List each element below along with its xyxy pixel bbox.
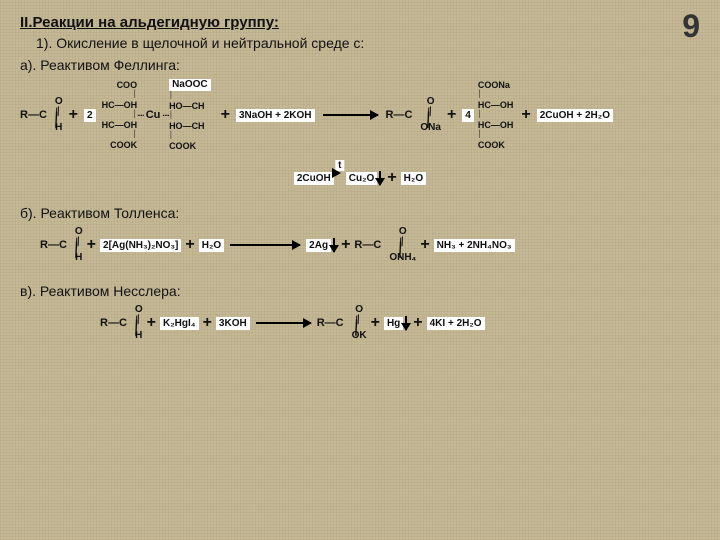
h2o: H₂O <box>199 239 224 252</box>
subheading-1: 1). Окисление в щелочной и нейтральной с… <box>36 35 700 51</box>
coord-bond: ···· <box>137 111 144 120</box>
arrow-icon <box>256 322 311 324</box>
naooc: NaOOC <box>169 79 211 91</box>
plus-icon: + <box>387 169 396 187</box>
hcoh: HC—OH <box>478 120 514 130</box>
ag: 2Ag <box>306 239 331 252</box>
r-group: R—C <box>20 109 47 121</box>
plus-icon: + <box>203 314 212 332</box>
bond: │ <box>169 131 211 141</box>
plus-icon: + <box>87 236 96 254</box>
fehling-equation-2: 2CuOH t Cu₂O + H₂O <box>20 169 700 187</box>
cook: COOK <box>169 141 211 151</box>
ho-ch: HO—CH <box>169 101 211 111</box>
aldehyde-struct: R—C O ⁄⁄ ╲ H <box>40 227 83 263</box>
down-arrow-icon <box>405 316 407 330</box>
aldehyde-struct: R—C O ⁄⁄ ╲ H <box>20 97 63 133</box>
plus-icon: + <box>447 106 456 124</box>
item-c: в). Реактивом Несслера: <box>20 283 700 299</box>
arrow-icon <box>230 244 300 246</box>
cuoh-h2o: 2CuOH + 2H₂O <box>537 109 613 122</box>
tartrate-product: COONa │ HC—OH │ HC—OH │ COOK <box>478 80 514 150</box>
arrow-icon <box>323 114 378 116</box>
nh3-nh4no3: NH₃ + 2NH₄NO₃ <box>434 239 515 252</box>
plus-icon: + <box>341 236 350 254</box>
fehling-equation-1: R—C O ⁄⁄ ╲ H + 2 COO │ HC—OH │ HC—OH │ C… <box>20 79 700 151</box>
coo: COO <box>102 80 138 90</box>
carboxylate-struct: R—C O ⁄⁄ ╲ ONa <box>386 97 441 133</box>
bond: │ <box>169 111 211 121</box>
plus-icon: + <box>413 314 422 332</box>
carboxylate-struct: R—C O ⁄⁄ ╲ OK <box>317 305 367 341</box>
bond: │ <box>169 91 211 101</box>
nessler-equation: R—C O ⁄⁄ ╲ H + K₂HgI₄ + 3KOH R—C O ⁄⁄ ╲ … <box>100 305 700 341</box>
r-group: R—C <box>354 239 381 251</box>
cuoh: 2CuOH <box>294 172 334 185</box>
coef-4: 4 <box>462 109 474 122</box>
plus-icon: + <box>185 236 194 254</box>
coef-2: 2 <box>84 109 96 122</box>
cook: COOK <box>102 140 138 150</box>
hcoh: HC—OH <box>102 120 138 130</box>
bond: │ <box>478 130 514 140</box>
r-group: R—C <box>100 317 127 329</box>
aldehyde-struct: R—C O ⁄⁄ ╲ H <box>100 305 143 341</box>
plus-icon: + <box>147 314 156 332</box>
arrow-with-temp: t <box>334 172 346 184</box>
page-number: 9 <box>682 8 700 45</box>
bond: │ <box>478 90 514 100</box>
ki-h2o: 4KI + 2H₂O <box>427 317 485 330</box>
content: II.Реакции на альдегидную группу: 1). Ок… <box>0 0 720 361</box>
nessler-reagent: K₂HgI₄ <box>160 317 199 330</box>
down-arrow-icon <box>379 171 381 185</box>
cu-atom: Cu <box>146 109 161 121</box>
plus-icon: + <box>521 106 530 124</box>
heading: II.Реакции на альдегидную группу: <box>20 14 700 31</box>
cu2o: Cu₂O <box>346 172 378 185</box>
hcoh: HC—OH <box>102 100 138 110</box>
reagent-naoh-koh: 3NaOH + 2KOH <box>236 109 315 122</box>
item-b: б). Реактивом Толленса: <box>20 205 700 221</box>
coord-bond: ···· <box>162 111 169 120</box>
bond: │ <box>478 110 514 120</box>
item-a: а). Реактивом Феллинга: <box>20 57 700 73</box>
plus-icon: + <box>371 314 380 332</box>
bond: │ <box>102 90 138 100</box>
carboxylate-struct: R—C O ⁄⁄ ╲ ONH₄ <box>354 227 416 263</box>
r-group: R—C <box>40 239 67 251</box>
r-group: R—C <box>386 109 413 121</box>
koh: 3KOH <box>216 317 250 330</box>
ho-ch: HO—CH <box>169 121 211 131</box>
h2o: H₂O <box>401 172 426 185</box>
coona: COONa <box>478 80 514 90</box>
tollens-equation: R—C O ⁄⁄ ╲ H + 2[Ag(NH₃)₂NO₃] + H₂O 2Ag … <box>40 227 700 263</box>
bond: │ <box>102 130 138 140</box>
bond: │ <box>102 110 138 120</box>
ag-reagent: 2[Ag(NH₃)₂NO₃] <box>100 239 181 252</box>
r-group: R—C <box>317 317 344 329</box>
cu-complex: COO │ HC—OH │ HC—OH │ COOK ···· Cu ···· … <box>102 79 211 151</box>
plus-icon: + <box>420 236 429 254</box>
plus-icon: + <box>221 106 230 124</box>
hcoh: HC—OH <box>478 100 514 110</box>
cook: COOK <box>478 140 514 150</box>
down-arrow-icon <box>333 238 335 252</box>
plus-icon: + <box>69 106 78 124</box>
